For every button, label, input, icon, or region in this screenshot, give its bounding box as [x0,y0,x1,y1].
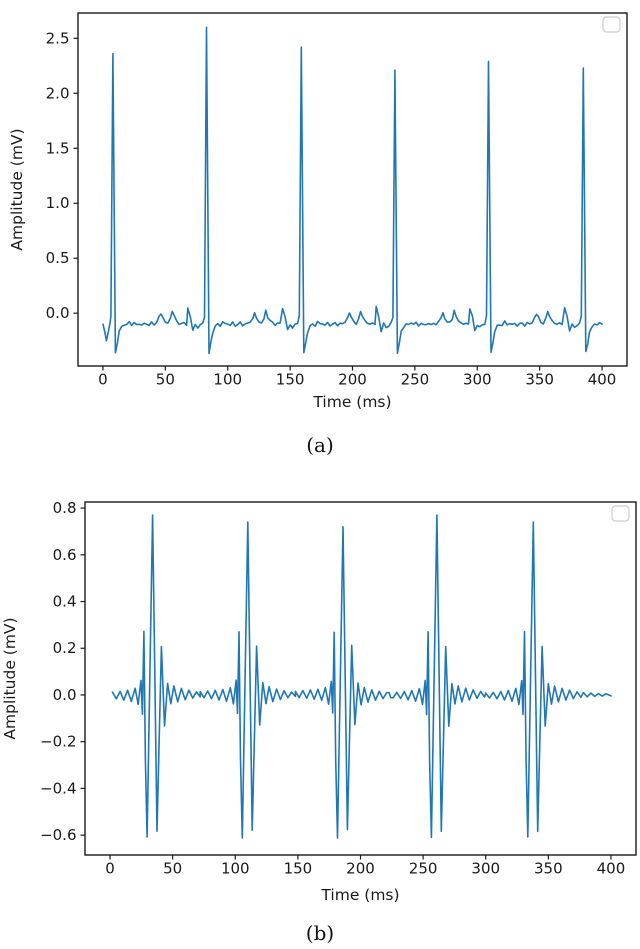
x-tick-label: 250 [401,371,430,389]
x-tick-label: 200 [338,371,367,389]
x-tick-label: 100 [213,371,242,389]
legend-box [602,16,621,33]
transformed-ecg-chart: 0 50 100 150 200 250 300 350 400 0.8 0.6 0.4 0.2 0.0 −… [1,499,637,904]
y-tick-label: 0.5 [46,249,70,267]
raw-ecg-chart: 0 50 100 150 200 250 300 350 400 0.0 0.5 1.0 1.5 2.0 2… [8,12,628,411]
y-axis-label: Amplitude (mV) [8,128,26,250]
plot-border [77,12,628,367]
x-tick-label: 150 [284,860,313,878]
y-tick-label: 1.5 [46,139,70,157]
x-tick-label: 250 [409,860,438,878]
y-tick-label: 0.6 [53,546,77,564]
signal-line [102,26,603,355]
y-tick-label: 0.0 [53,686,77,704]
x-tick-label: 300 [463,371,492,389]
y-tick-label: −0.6 [40,826,76,844]
plot-border [84,501,637,856]
caption-b: (b) [305,921,335,945]
y-tick-label: 2.0 [46,84,70,102]
y-tick-label: −0.4 [40,779,76,797]
y-tick-label: 2.5 [46,29,70,47]
y-tick-label: −0.2 [40,733,76,751]
x-tick-label: 0 [105,860,115,878]
x-tick-label: 200 [346,860,375,878]
x-tick-label: 150 [276,371,305,389]
y-axis-label: Amplitude (mV) [1,617,19,739]
y-tick-label: 1.0 [46,194,70,212]
caption-a: (a) [306,433,334,457]
x-tick-label: 0 [98,371,108,389]
x-tick-label: 50 [156,371,175,389]
legend-box [611,505,630,522]
y-tick-label: 0.0 [46,304,70,322]
x-tick-label: 300 [471,860,500,878]
x-axis-label: Time (ms) [312,393,391,411]
y-tick-label: 0.4 [53,593,77,611]
x-axis-label: Time (ms) [320,886,399,904]
y-tick-label: 0.2 [53,639,77,657]
x-tick-label: 50 [163,860,182,878]
x-tick-label: 100 [221,860,250,878]
y-tick-label: 0.8 [53,499,77,517]
x-tick-label: 400 [588,371,617,389]
x-tick-label: 350 [525,371,554,389]
signal-line [111,514,612,839]
x-tick-label: 350 [534,860,563,878]
x-tick-label: 400 [597,860,626,878]
